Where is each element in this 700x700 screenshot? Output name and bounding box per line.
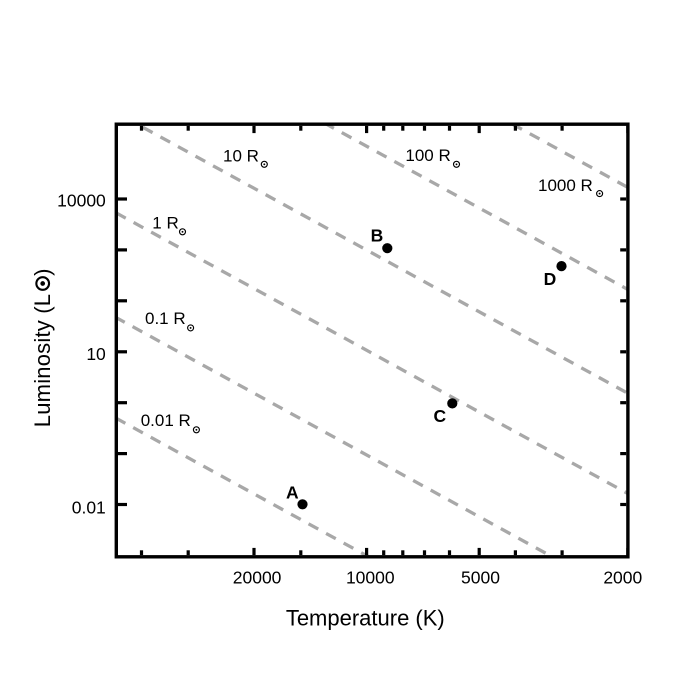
svg-text:D: D [544,269,557,289]
svg-text:Luminosity (L: Luminosity (L [30,294,55,427]
svg-text:1 R: 1 R [152,214,178,233]
svg-text:0.01: 0.01 [72,497,106,517]
svg-text:2000: 2000 [603,567,642,587]
svg-text:0.01 R: 0.01 R [141,411,191,430]
svg-text:0.1 R: 0.1 R [145,309,186,328]
svg-text:1000 R: 1000 R [538,176,593,195]
svg-text:): ) [30,269,55,276]
svg-text:20000: 20000 [233,567,282,587]
svg-text:10: 10 [86,344,106,364]
svg-text:5000: 5000 [461,567,500,587]
svg-text:10 R: 10 R [223,146,259,165]
svg-text:Temperature (K): Temperature (K) [286,606,445,631]
svg-text:B: B [371,225,384,245]
svg-text:10000: 10000 [57,191,106,211]
svg-text:10000: 10000 [346,567,395,587]
svg-text:C: C [434,406,447,426]
svg-text:A: A [286,483,299,503]
svg-text:100 R: 100 R [405,146,450,165]
